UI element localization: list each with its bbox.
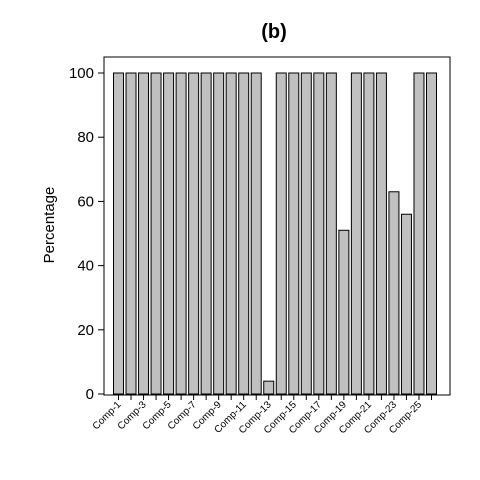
y-tick-label: 0 xyxy=(86,386,94,403)
bar-comp-8 xyxy=(200,72,212,395)
bar-comp-4 xyxy=(150,72,162,395)
y-tick-label: 20 xyxy=(77,322,94,339)
bar-comp-13 xyxy=(263,380,275,395)
bar-comp-22 xyxy=(375,72,387,395)
bar-comp-9 xyxy=(213,72,225,395)
y-tick-label: 40 xyxy=(77,258,94,275)
y-tick-label: 80 xyxy=(77,129,94,146)
y-tick-label: 60 xyxy=(77,193,94,210)
y-ticks: 0 20 40 60 80 100 xyxy=(69,65,104,403)
x-ticks: Comp-1Comp-3Comp-5Comp-7Comp-9Comp-11Com… xyxy=(91,395,432,436)
chart-title: (b) xyxy=(261,21,287,43)
bar-comp-17 xyxy=(313,72,325,395)
y-tick-label: 100 xyxy=(69,65,94,82)
bar-comp-24 xyxy=(400,213,412,395)
bar-comp-20 xyxy=(350,72,362,395)
bar-comp-1 xyxy=(113,72,124,395)
bar-comp-6 xyxy=(175,72,187,395)
bar-comp-19 xyxy=(338,229,350,395)
bar-comp-3 xyxy=(138,72,150,395)
bar-comp-12 xyxy=(250,72,262,395)
bar-comp-23 xyxy=(388,191,400,395)
bar-comp-15 xyxy=(288,72,300,395)
y-axis-label: Percentage xyxy=(41,187,58,264)
bar-comp-21 xyxy=(363,72,375,395)
bar-comp-16 xyxy=(300,72,312,395)
bar-comp-5 xyxy=(163,72,175,395)
bar-comp-26 xyxy=(426,72,437,395)
bars xyxy=(113,72,437,395)
bar-comp-25 xyxy=(413,72,425,395)
bar-comp-10 xyxy=(225,72,237,395)
bar-comp-11 xyxy=(238,72,250,395)
bar-comp-2 xyxy=(125,72,137,395)
bar-comp-7 xyxy=(188,72,200,395)
bar-comp-18 xyxy=(325,72,337,395)
bar-comp-14 xyxy=(275,72,287,395)
